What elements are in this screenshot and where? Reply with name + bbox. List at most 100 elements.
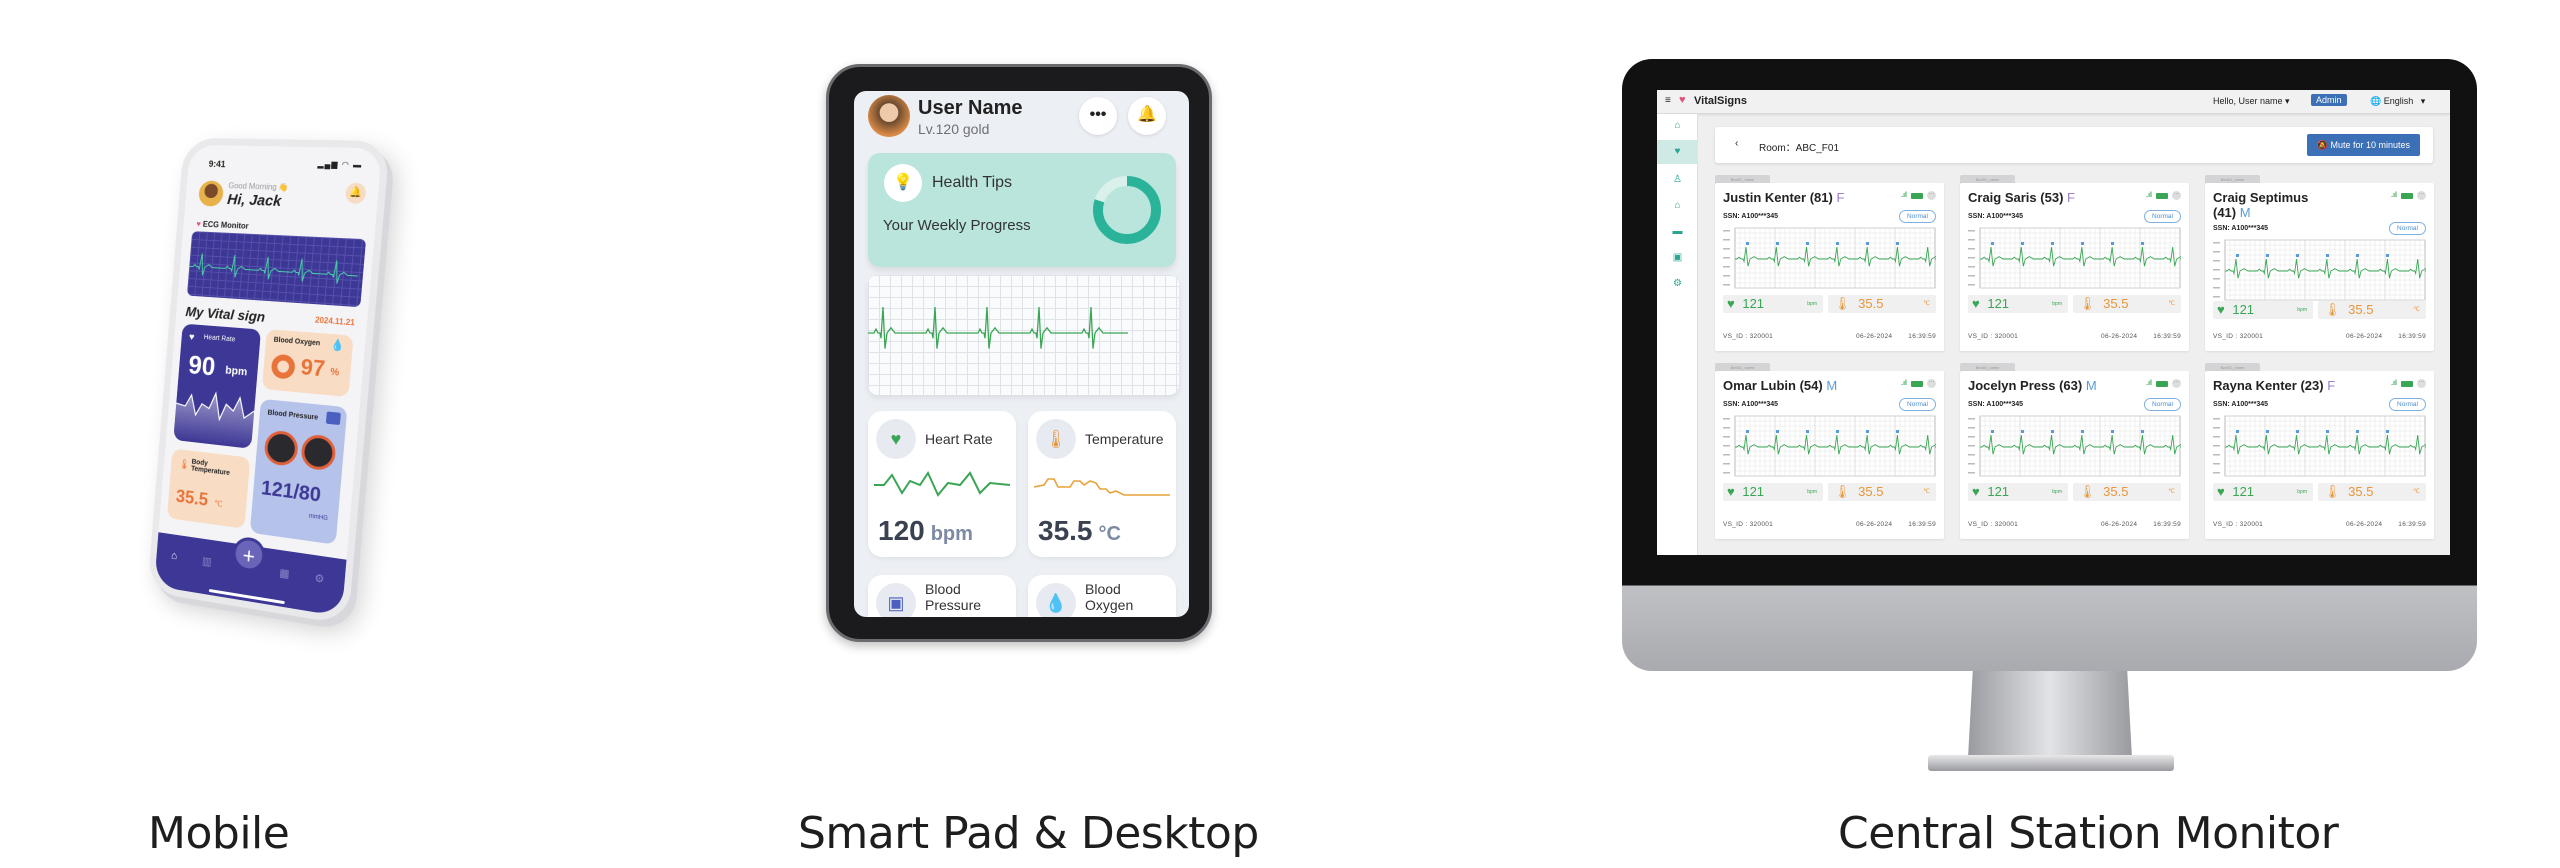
- heart-rate-box: ♥ 121 bpm: [1968, 295, 2068, 313]
- ecg-chart: [1968, 415, 2181, 477]
- caret-down-icon: ▾: [2285, 96, 2290, 106]
- status-badge: Normal: [1899, 398, 1936, 411]
- patient-ssn: SSN: A100***345: [2213, 225, 2268, 232]
- battery-icon: [2401, 381, 2413, 387]
- ecg-chart: [2213, 415, 2426, 477]
- temperature-value: 35.5: [2348, 302, 2373, 317]
- back-chevron-icon[interactable]: ‹: [1735, 138, 1738, 149]
- battery-icon: [1911, 193, 1923, 199]
- home-icon[interactable]: ⌂: [171, 550, 178, 562]
- beat-marker: [2356, 430, 2359, 433]
- more-icon[interactable]: ···: [2417, 191, 2426, 200]
- y-tick-label: [2213, 472, 2220, 474]
- blood-pressure-card[interactable]: ▣ Blood Pressure: [868, 575, 1016, 617]
- bell-icon[interactable]: 🔔: [345, 183, 367, 204]
- y-tick-label: [1968, 275, 1975, 277]
- more-icon[interactable]: ···: [2172, 191, 2181, 200]
- more-icon[interactable]: ···: [2417, 379, 2426, 388]
- user-name: User Name: [918, 97, 1023, 120]
- reading-date: 06-26-2024: [2101, 521, 2137, 528]
- heart-rate-card[interactable]: ♥ Heart Rate 90 bpm: [173, 324, 261, 449]
- y-tick-label: [2213, 463, 2220, 465]
- gear-icon[interactable]: ⚙: [314, 571, 325, 586]
- patient-card[interactable]: Bed01_name Omar Lubin (54) M .ıl ··· SSN:…: [1715, 363, 1944, 543]
- chart-icon[interactable]: ▥: [202, 554, 213, 568]
- heart-rate-box: ♥ 121 bpm: [2213, 301, 2313, 319]
- mute-button[interactable]: 🔕 Mute for 10 minutes: [2307, 134, 2420, 156]
- heart-rate-value: 120 bpm: [878, 515, 973, 547]
- blood-pressure-label: Blood Pressure: [925, 581, 995, 613]
- patients-icon[interactable]: ♙: [1657, 168, 1698, 192]
- beat-marker: [2296, 430, 2299, 433]
- blood-pressure-unit: mmHG: [309, 514, 328, 523]
- y-tick-label: [1968, 284, 1975, 286]
- bed-icon[interactable]: ▬: [1657, 220, 1698, 244]
- blood-pressure-icon: ▣: [876, 583, 916, 617]
- signal-icon: .ıl: [1901, 192, 1907, 199]
- heart-rate-card[interactable]: ♥ Heart Rate 120 bpm: [868, 411, 1016, 557]
- blood-pressure-card[interactable]: Blood Pressure 121/80 mmHG: [250, 399, 348, 545]
- blood-oxygen-card[interactable]: Blood Oxygen 💧 97 %: [262, 329, 354, 397]
- patient-gender: F: [1836, 190, 1844, 205]
- patient-gender: M: [1826, 378, 1837, 393]
- monitor-stand: [1968, 668, 2132, 758]
- patient-card[interactable]: Bed01_name Jocelyn Press (63) M .ıl ··· S…: [1960, 363, 2189, 543]
- more-icon[interactable]: ···: [1927, 379, 1936, 388]
- heart-rate-box: ♥ 121 bpm: [1723, 483, 1823, 501]
- temperature-card[interactable]: 🌡 Temperature 35.5 °C: [1028, 411, 1176, 557]
- avatar[interactable]: [868, 95, 910, 137]
- more-icon[interactable]: •••: [1079, 97, 1117, 135]
- more-icon[interactable]: ···: [2172, 379, 2181, 388]
- vs-id: VS_ID : 320001: [1968, 521, 2018, 528]
- status-badge: Normal: [1899, 210, 1936, 223]
- device-status: .ıl ···: [1901, 191, 1936, 200]
- y-tick-label: [1723, 284, 1730, 286]
- health-tips-card[interactable]: 💡 Health Tips Your Weekly Progress: [868, 153, 1176, 267]
- signal-icon: .ıl: [2146, 192, 2152, 199]
- calendar-icon[interactable]: ▦: [279, 566, 290, 581]
- heart-rate-unit: bpm: [1807, 483, 1817, 501]
- globe-icon: 🌐: [2370, 96, 2381, 106]
- body-temperature-card[interactable]: 🌡 Body Temperature 35.5 ℃: [167, 449, 250, 529]
- bell-icon[interactable]: 🔔: [1128, 97, 1166, 135]
- patient-card-body: Omar Lubin (54) M .ıl ··· SSN: A100***345…: [1715, 371, 1944, 539]
- user-menu[interactable]: Hello, User name ▾: [2213, 96, 2290, 107]
- signal-icon: .ıl: [2391, 192, 2397, 199]
- blood-oxygen-card[interactable]: 💧 Blood Oxygen: [1028, 575, 1176, 617]
- patient-card[interactable]: Bed01_name Justin Kenter (81) F .ıl ··· S…: [1715, 175, 1944, 355]
- more-icon[interactable]: ···: [1927, 191, 1936, 200]
- tablet-screen: User Name Lv.120 gold ••• 🔔 💡 Health Tip…: [854, 91, 1189, 617]
- heart-rate-icon: ♥: [1727, 296, 1735, 311]
- y-tick-label: [2213, 427, 2220, 429]
- heart-pulse-icon: ♥: [876, 419, 916, 459]
- patient-card[interactable]: Bed01_name Craig Saris (53) F .ıl ··· SSN…: [1960, 175, 2189, 355]
- y-tick-label: [1968, 418, 1975, 420]
- reading-time: 16:39:59: [2398, 333, 2426, 340]
- beat-marker: [1806, 430, 1809, 433]
- temperature-box: 🌡 35.5 ℃: [1828, 295, 1936, 313]
- heart-rate-unit: bpm: [931, 523, 973, 545]
- y-tick-label: [2213, 269, 2220, 271]
- temperature-unit: ℃: [1923, 483, 1930, 501]
- heart-monitor-icon[interactable]: ♥: [1657, 140, 1698, 164]
- reading-time: 16:39:59: [1908, 521, 1936, 528]
- gear-icon[interactable]: ⚙: [1657, 272, 1698, 296]
- status-badge: Normal: [2389, 398, 2426, 411]
- ecg-chart: [1968, 227, 2181, 289]
- home-icon[interactable]: ⌂: [1657, 114, 1698, 138]
- patient-card[interactable]: Bed01_name Rayna Kenter (23) F .ıl ··· SS…: [2205, 363, 2434, 543]
- y-tick-label: [1968, 239, 1975, 241]
- patient-gender: M: [2240, 205, 2251, 220]
- hamburger-menu-icon[interactable]: ≡: [1665, 95, 1671, 106]
- reading-date: 06-26-2024: [2101, 333, 2137, 340]
- language-select[interactable]: 🌐 English ▾: [2370, 96, 2425, 107]
- beat-marker: [1896, 242, 1899, 245]
- y-tick-label: [2213, 278, 2220, 280]
- device-status: .ıl ···: [1901, 379, 1936, 388]
- device-status: .ıl ···: [2146, 379, 2181, 388]
- avatar[interactable]: [198, 180, 224, 206]
- patient-card[interactable]: Bed01_name Craig Septimus (41) M .ıl ··· …: [2205, 175, 2434, 355]
- contact-card-icon[interactable]: ▣: [1657, 246, 1698, 270]
- house-icon[interactable]: ⌂: [1657, 194, 1698, 218]
- blood-oxygen-value: 97: [300, 354, 326, 382]
